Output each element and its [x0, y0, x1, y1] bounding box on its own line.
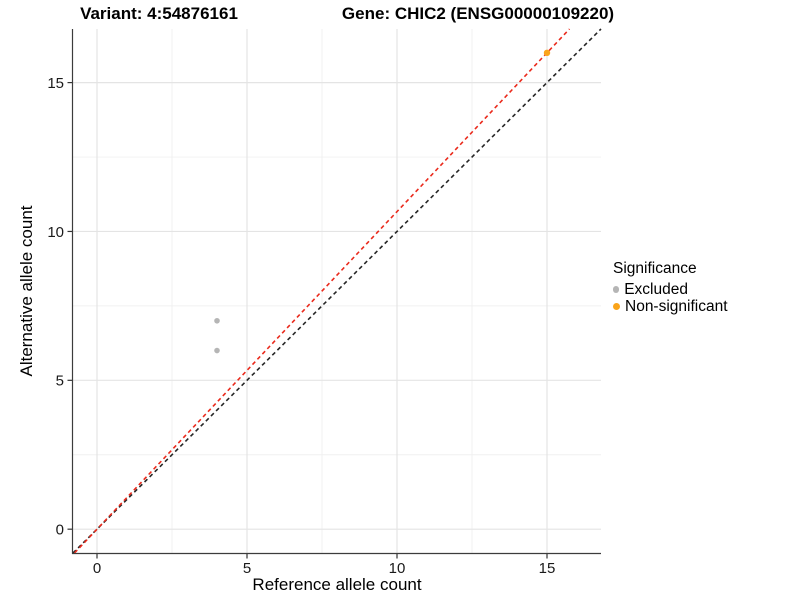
y-tick-label: 15 — [47, 75, 64, 92]
data-point-excluded — [214, 317, 220, 324]
x-tick-label: 15 — [539, 560, 556, 577]
legend-label-excluded: Excluded — [624, 280, 688, 298]
x-tick-label: 10 — [389, 560, 406, 577]
data-point-excluded — [214, 347, 220, 354]
gene-title: Gene: CHIC2 (ENSG00000109220) — [341, 4, 615, 23]
non-significant-point-swatch — [613, 303, 620, 310]
variant-title: Variant: 4:54876161 — [80, 4, 238, 23]
x-axis-title: Reference allele count — [252, 575, 422, 594]
legend-title: Significance — [613, 260, 697, 277]
legend-item-non-significant: Non-significant — [613, 298, 728, 315]
y-tick-label: 0 — [56, 522, 64, 539]
data-point-non-significant — [543, 49, 551, 57]
allelic-ratio-line — [73, 28, 571, 554]
legend-item-excluded: Excluded — [613, 281, 728, 298]
identity-line — [72, 28, 602, 554]
x-tick-label: 0 — [93, 560, 101, 577]
legend-label-non-significant: Non-significant — [625, 297, 728, 315]
x-tick-label: 5 — [243, 560, 251, 577]
y-tick-label: 5 — [56, 373, 64, 390]
excluded-point-swatch — [613, 286, 620, 293]
legend: Significance Excluded Non-significant — [613, 260, 728, 315]
y-tick-label: 10 — [47, 224, 64, 241]
